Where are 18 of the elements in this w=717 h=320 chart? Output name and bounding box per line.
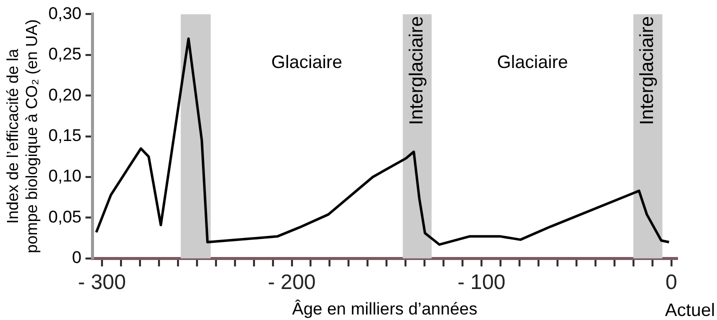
annotation: Glaciaire xyxy=(496,52,568,72)
y-tick-label: 0,30 xyxy=(48,4,82,23)
x-tick-label: - 300 xyxy=(78,270,126,294)
y-tick-label: 0,10 xyxy=(48,166,82,186)
x-tick-label: - 200 xyxy=(268,270,316,294)
y-tick-label: 0,05 xyxy=(48,207,82,226)
y-tick-label: 0,20 xyxy=(48,85,82,104)
x-tick-label: - 100 xyxy=(458,270,506,294)
annotation: Glaciaire xyxy=(271,52,342,72)
y-axis-title: Index de l’efficacité de la pompe biologique à CO₂ (en UA) xyxy=(5,19,42,254)
text: Actuel xyxy=(664,300,715,320)
band-label: Interglaciaire xyxy=(406,16,428,125)
y-tick-label: 0,15 xyxy=(48,126,82,145)
x-axis-title: Âge en milliers d’années xyxy=(292,299,478,318)
x-tick-label: 0 xyxy=(665,270,678,294)
band-label: Interglaciaire xyxy=(637,16,658,125)
y-tick-label: 0 xyxy=(72,248,82,268)
y-tick-label: 0,25 xyxy=(48,44,82,64)
